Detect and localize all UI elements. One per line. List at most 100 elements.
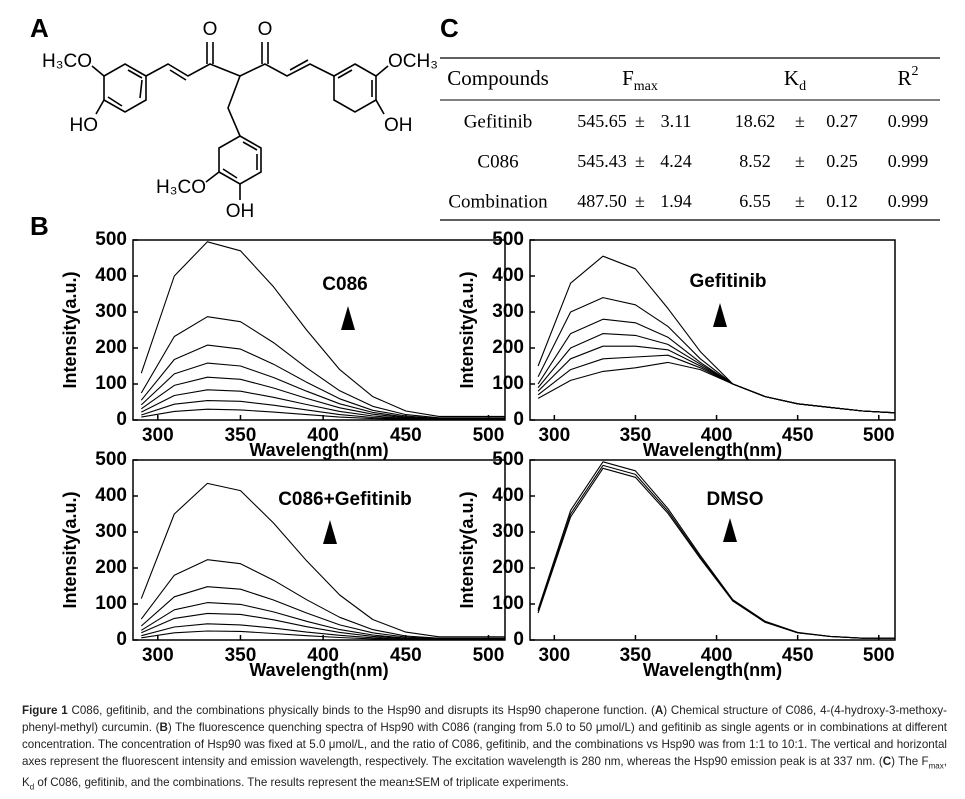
panel-label: A [30, 13, 49, 43]
spectrum-line [537, 354, 896, 414]
bond [107, 96, 123, 107]
column-header: Compounds [447, 66, 549, 90]
caption-text: , K [22, 755, 947, 790]
y-tick-label: 300 [95, 521, 127, 542]
spectrum-line [141, 408, 505, 421]
chemical-structure: H₃CO HO O O OCH₃ OH H₃CO OH [42, 19, 438, 222]
bond [127, 69, 143, 79]
table-cell: ± [795, 151, 805, 171]
spectrum-line [140, 241, 505, 417]
y-tick-label: 0 [513, 629, 524, 650]
x-tick-label: 500 [473, 645, 505, 666]
table-cell: 6.55 [739, 191, 771, 211]
chart-panel: 0 100 200 300 400 500 300 350 400 450 500 Wavelengt… [457, 449, 896, 680]
bond [375, 99, 385, 115]
bond [169, 69, 187, 81]
y-tick-label: 100 [492, 593, 524, 614]
table-cell: 4.24 [660, 151, 692, 171]
spectrum-line [537, 345, 896, 414]
panel-label: C [440, 13, 459, 43]
annotation: C086 [322, 274, 367, 295]
header-symbol: R [897, 66, 911, 90]
y-tick-label: 400 [492, 485, 524, 506]
plot-frame [132, 239, 506, 421]
spectrum-line [140, 316, 505, 419]
x-tick-label: 350 [225, 425, 257, 446]
table-cell: 545.65 [577, 111, 627, 131]
y-tick-label: 200 [492, 557, 524, 578]
atom-label: O [258, 19, 273, 40]
ring [218, 135, 262, 185]
y-tick-label: 200 [95, 337, 127, 358]
table-cell: 0.999 [888, 191, 929, 211]
caption-text: d [29, 782, 35, 792]
y-tick-label: 300 [492, 521, 524, 542]
x-tick-label: 400 [701, 645, 733, 666]
spectrum-line [140, 586, 505, 640]
figure: A B C H₃CO HO O O OCH₃ OH [30, 13, 940, 680]
table-cell: ± [635, 191, 645, 211]
header-subscript: d [799, 79, 806, 94]
y-tick-label: 0 [116, 629, 127, 650]
table-cell: 3.11 [661, 111, 692, 131]
y-tick-label: 500 [95, 449, 127, 470]
arrow [723, 518, 737, 542]
y-axis-label: Intensity(a.u.) [457, 491, 477, 608]
atom-label: OCH₃ [388, 51, 438, 72]
y-tick-label: 300 [95, 301, 127, 322]
atom-label: OH [384, 115, 413, 136]
y-tick-label: 300 [492, 301, 524, 322]
y-tick-label: 0 [513, 409, 524, 430]
arrow [323, 520, 337, 544]
x-tick-label: 300 [538, 425, 570, 446]
bond [289, 59, 309, 71]
table-cell: 545.43 [577, 151, 627, 171]
table-cell: 18.62 [735, 111, 776, 131]
y-tick-label: 400 [492, 265, 524, 286]
header-symbol: K [784, 66, 799, 90]
spectrum-line [537, 361, 896, 414]
x-tick-label: 350 [620, 645, 652, 666]
table: Compounds Fmax Kd R2 Gefitinib 545.65 ±3.11 18.… [440, 57, 940, 221]
table-cell: 8.52 [739, 151, 771, 171]
x-tick-label: 450 [390, 645, 422, 666]
y-axis-label: Intensity(a.u.) [60, 271, 80, 388]
x-tick-label: 500 [863, 645, 895, 666]
caption-text: ) The F [891, 755, 929, 768]
table-cell: 0.25 [826, 151, 858, 171]
x-tick-label: 450 [782, 425, 814, 446]
atom-label: HO [70, 115, 99, 136]
x-tick-label: 300 [142, 645, 174, 666]
table-cell: ± [795, 111, 805, 131]
x-tick-label: 500 [863, 425, 895, 446]
caption-text: ) The fluorescence quenching spectra of … [22, 721, 947, 768]
x-tick-label: 400 [307, 425, 339, 446]
plot-frame [132, 459, 506, 641]
ring [103, 63, 147, 113]
table-cell: ± [635, 111, 645, 131]
x-tick-label: 350 [620, 425, 652, 446]
y-tick-label: 200 [492, 337, 524, 358]
header-subscript: max [634, 79, 658, 94]
chain [145, 63, 335, 77]
column-header: R2 [897, 64, 918, 90]
row-header: Combination [448, 191, 548, 212]
x-tick-label: 500 [473, 425, 505, 446]
column-header: Fmax [622, 66, 658, 94]
caption-text: ) Chemical structure of C086, 4-(4-hydro… [22, 704, 947, 734]
y-axis-label: Intensity(a.u.) [60, 491, 80, 608]
y-axis-label: Intensity(a.u.) [457, 271, 477, 388]
y-tick-label: 500 [492, 229, 524, 250]
annotation: DMSO [707, 489, 764, 510]
atom-label: H₃CO [156, 177, 206, 198]
ring [333, 63, 377, 113]
plot-frame [529, 459, 896, 641]
table-cell: ± [635, 151, 645, 171]
table-cell: 0.999 [888, 151, 929, 171]
table-cell: 1.94 [660, 191, 692, 211]
bond [205, 171, 220, 183]
spectrum-line [537, 467, 895, 639]
bond [95, 99, 105, 115]
caption-text: A [654, 704, 664, 717]
table-cell: 0.12 [826, 191, 858, 211]
